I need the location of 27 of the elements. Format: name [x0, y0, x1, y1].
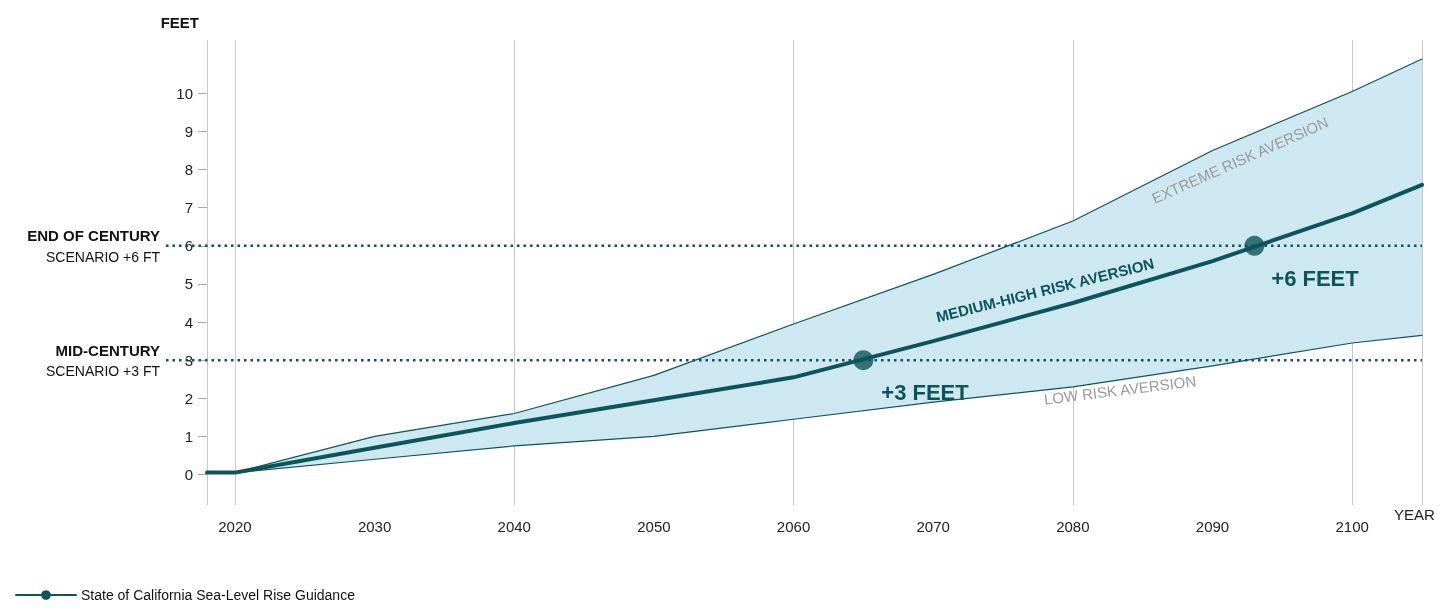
x-tick-label: 2030 [357, 518, 392, 535]
x-tick-label: 2040 [497, 518, 531, 535]
annotation: LOW RISK AVERSION [1042, 372, 1198, 408]
y-tick-label: 3 [184, 351, 193, 369]
x-tick-label: 2100 [1335, 518, 1369, 535]
y-tick-label: 9 [184, 122, 193, 140]
ref-line-label: MID-CENTURY SCENARIO +3 FT [46, 341, 161, 380]
x-tick-label: 2060 [776, 518, 811, 535]
annotation: +3 FEET [881, 379, 970, 405]
x-tick-label: 2080 [1056, 518, 1090, 535]
y-tick-label: 8 [184, 161, 193, 179]
y-tick-label: 2 [184, 389, 193, 407]
x-axis-title: YEAR [1394, 505, 1436, 523]
y-tick-label: 4 [184, 313, 193, 331]
annotation: +6 FEET [1271, 265, 1360, 291]
x-tick-label: 2050 [637, 518, 671, 535]
y-tick-label: 0 [184, 466, 193, 484]
y-tick-label: 5 [184, 275, 193, 293]
x-tick-label: 2090 [1195, 518, 1230, 535]
y-tick-label: 7 [184, 199, 193, 217]
legend-label: State of California Sea-Level Rise Guidance [81, 587, 356, 603]
y-tick-label: 10 [176, 84, 193, 102]
ref-line-label: END OF CENTURY SCENARIO +6 FT [27, 227, 161, 265]
y-tick-label: 1 [184, 427, 193, 445]
x-tick-label: 2020 [218, 518, 252, 535]
x-tick-label: 2070 [916, 518, 950, 535]
y-axis-title: FEET [160, 14, 199, 31]
